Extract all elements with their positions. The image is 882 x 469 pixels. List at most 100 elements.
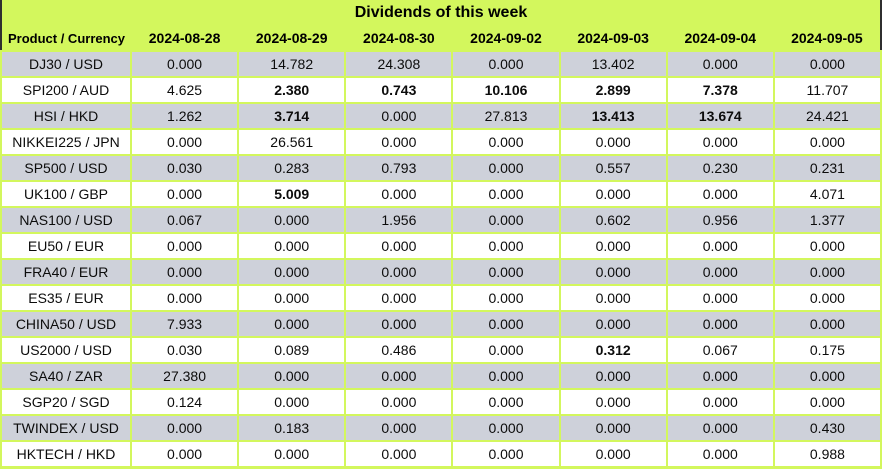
dividend-value-cell: 0.089: [237, 336, 347, 364]
product-currency-cell: UK100 / GBP: [0, 180, 132, 208]
dividend-value-cell: 24.421: [772, 102, 882, 130]
dividend-value-cell: 0.000: [665, 440, 775, 468]
dividend-value-cell: 0.000: [344, 102, 454, 130]
dividend-value-cell: 10.106: [451, 76, 561, 104]
dividend-value-cell: 0.000: [344, 284, 454, 312]
dividend-value-cell: 0.486: [344, 336, 454, 364]
dividend-value-cell: 0.000: [772, 50, 882, 78]
dividend-value-cell: 0.000: [451, 336, 561, 364]
dividend-value-cell: 0.000: [344, 414, 454, 442]
table-row: NAS100 / USD 0.067 0.000 1.956 0.000 0.602 0.9…: [0, 206, 882, 234]
dividend-value-cell: 2.899: [558, 76, 668, 104]
dividend-value-cell: 0.183: [237, 414, 347, 442]
dividend-value-cell: 0.000: [451, 258, 561, 286]
dividend-value-cell: 0.000: [772, 284, 882, 312]
table-row: UK100 / GBP 0.000 5.009 0.000 0.000 0.000 0.00…: [0, 180, 882, 208]
table-header-row: Product / Currency 2024-08-28 2024-08-29 20…: [1, 26, 881, 51]
dividend-value-cell: 0.000: [451, 310, 561, 338]
dividend-value-cell: 0.000: [665, 232, 775, 260]
dividend-value-cell: 7.378: [665, 76, 775, 104]
dividend-value-cell: 0.000: [558, 310, 668, 338]
table-row: NIKKEI225 / JPN 0.000 26.561 0.000 0.000 0.00…: [0, 128, 882, 156]
table-row: SPI200 / AUD 4.625 2.380 0.743 10.106 2.899 7.…: [0, 76, 882, 104]
dividend-value-cell: 0.000: [237, 206, 347, 234]
dividend-value-cell: 0.000: [665, 284, 775, 312]
dividend-value-cell: 0.030: [129, 154, 240, 182]
dividend-value-cell: 0.000: [558, 414, 668, 442]
product-currency-cell: SGP20 / SGD: [0, 388, 132, 416]
dividend-value-cell: 5.009: [237, 180, 347, 208]
table-row: TWINDEX / USD 0.000 0.183 0.000 0.000 0.000 0.…: [0, 414, 882, 442]
product-currency-cell: HSI / HKD: [0, 102, 132, 130]
product-currency-cell: ES35 / EUR: [0, 284, 132, 312]
dividend-value-cell: 0.000: [558, 232, 668, 260]
dividend-value-cell: 0.000: [344, 232, 454, 260]
table-row: SP500 / USD 0.030 0.283 0.793 0.000 0.557 0.23…: [0, 154, 882, 182]
dividend-value-cell: 0.000: [665, 310, 775, 338]
dividend-value-cell: 0.000: [237, 388, 347, 416]
product-currency-cell: NIKKEI225 / JPN: [0, 128, 132, 156]
product-currency-cell: US2000 / USD: [0, 336, 132, 364]
dividend-value-cell: 0.000: [129, 50, 240, 78]
dividend-value-cell: 0.312: [558, 336, 668, 364]
dividend-value-cell: 0.000: [665, 50, 775, 78]
dividend-value-cell: 0.000: [451, 50, 561, 78]
dividend-value-cell: 13.413: [558, 102, 668, 130]
dividend-value-cell: 13.402: [558, 50, 668, 78]
dividend-value-cell: 0.000: [237, 362, 347, 390]
dividend-value-cell: 26.561: [237, 128, 347, 156]
dividend-value-cell: 0.000: [772, 362, 882, 390]
page-title: Dividends of this week: [1, 0, 881, 26]
product-currency-cell: CHINA50 / USD: [0, 310, 132, 338]
dividend-value-cell: 0.000: [344, 180, 454, 208]
dividend-value-cell: 0.000: [237, 258, 347, 286]
dividend-value-cell: 7.933: [129, 310, 240, 338]
dividend-value-cell: 0.000: [237, 440, 347, 468]
dividend-value-cell: 0.000: [451, 362, 561, 390]
dividend-value-cell: 27.380: [129, 362, 240, 390]
table-row: CHINA50 / USD 7.933 0.000 0.000 0.000 0.000 0.…: [0, 310, 882, 338]
dividend-value-cell: 0.283: [237, 154, 347, 182]
dividend-value-cell: 0.000: [451, 206, 561, 234]
dividend-value-cell: 0.793: [344, 154, 454, 182]
dividend-value-cell: 1.377: [772, 206, 882, 234]
dividend-value-cell: 0.000: [558, 258, 668, 286]
dividend-value-cell: 0.000: [665, 128, 775, 156]
dividend-value-cell: 0.000: [665, 258, 775, 286]
table-row: DJ30 / USD 0.000 14.782 24.308 0.000 13.402 0.…: [0, 50, 882, 78]
dividend-value-cell: 0.000: [344, 310, 454, 338]
column-header-date: 2024-09-04: [666, 26, 774, 51]
dividend-value-cell: 1.956: [344, 206, 454, 234]
dividend-value-cell: 0.000: [451, 414, 561, 442]
dividend-value-cell: 0.000: [772, 128, 882, 156]
dividend-value-cell: 0.000: [665, 180, 775, 208]
column-header-date: 2024-08-29: [238, 26, 346, 51]
dividend-value-cell: 2.380: [237, 76, 347, 104]
dividend-value-cell: 0.000: [129, 258, 240, 286]
product-currency-cell: TWINDEX / USD: [0, 414, 132, 442]
column-header-product-currency: Product / Currency: [1, 26, 131, 51]
dividend-value-cell: 0.000: [344, 388, 454, 416]
dividend-value-cell: 0.000: [129, 180, 240, 208]
dividend-value-cell: 0.956: [665, 206, 775, 234]
dividend-value-cell: 0.067: [129, 206, 240, 234]
dividend-value-cell: 0.000: [129, 128, 240, 156]
product-currency-cell: FRA40 / EUR: [0, 258, 132, 286]
column-header-date: 2024-09-02: [452, 26, 560, 51]
dividend-value-cell: 0.000: [451, 388, 561, 416]
dividend-value-cell: 0.000: [451, 180, 561, 208]
dividend-value-cell: 0.000: [237, 284, 347, 312]
dividend-value-cell: 0.030: [129, 336, 240, 364]
dividend-value-cell: 0.124: [129, 388, 240, 416]
dividend-value-cell: 0.000: [558, 362, 668, 390]
dividend-value-cell: 0.000: [344, 362, 454, 390]
product-currency-cell: NAS100 / USD: [0, 206, 132, 234]
dividend-value-cell: 0.743: [344, 76, 454, 104]
dividend-value-cell: 0.000: [772, 310, 882, 338]
table-row: FRA40 / EUR 0.000 0.000 0.000 0.000 0.000 0.00…: [0, 258, 882, 286]
dividend-value-cell: 0.230: [665, 154, 775, 182]
table-row: HKTECH / HKD 0.000 0.000 0.000 0.000 0.000 0.0…: [0, 440, 882, 468]
dividend-value-cell: 0.000: [451, 284, 561, 312]
dividend-value-cell: 0.000: [558, 388, 668, 416]
